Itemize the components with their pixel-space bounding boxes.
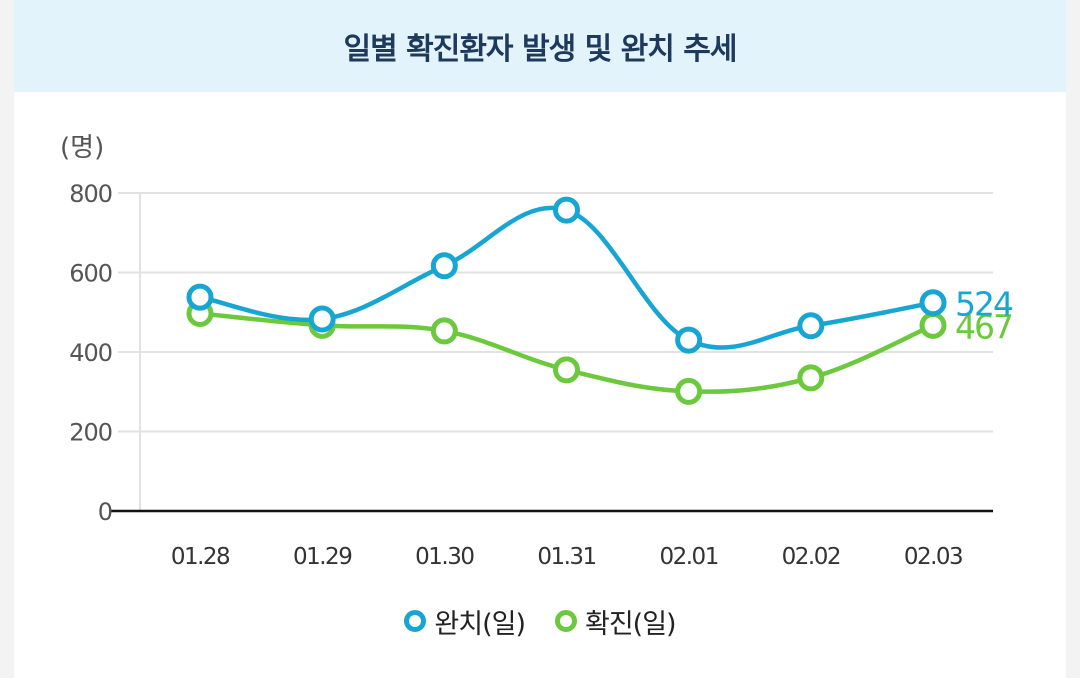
legend-label-cured: 완치(일) (434, 608, 526, 640)
y-tick-label: 800 (69, 180, 112, 208)
chart-card (14, 0, 1066, 678)
x-tick-label: 02.03 (904, 544, 962, 570)
x-tick-label: 01.31 (537, 544, 595, 570)
data-point-confirmed[interactable] (675, 377, 703, 405)
chart-title: 일별 확진환자 발생 및 완치 추세 (343, 32, 737, 67)
y-tick-label: 400 (69, 339, 112, 367)
data-point-cured[interactable] (186, 283, 214, 311)
x-tick-label: 01.28 (171, 544, 230, 570)
end-value-label-cured: 524 (955, 285, 1013, 324)
x-tick-label: 01.29 (293, 544, 352, 570)
legend-label-confirmed: 확진(일) (585, 608, 677, 640)
data-point-cured[interactable] (797, 312, 825, 340)
data-point-confirmed[interactable] (553, 356, 580, 384)
legend-item-confirmed[interactable]: 확진(일) (555, 602, 677, 641)
data-point-cured[interactable] (919, 289, 947, 317)
legend-swatch-confirmed (555, 610, 577, 632)
data-point-cured[interactable] (675, 326, 703, 354)
chart-header: 일별 확진환자 발생 및 완치 추세 (14, 0, 1066, 92)
data-point-cured[interactable] (553, 196, 580, 224)
y-tick-label: 600 (69, 260, 112, 288)
x-tick-label: 02.02 (782, 544, 840, 570)
y-tick-label: 0 (98, 498, 112, 526)
x-tick-label: 02.01 (659, 544, 717, 570)
data-point-confirmed[interactable] (919, 311, 947, 339)
x-tick-label: 01.30 (415, 544, 474, 570)
legend-item-cured[interactable]: 완치(일) (404, 602, 526, 641)
data-point-confirmed[interactable] (430, 317, 458, 345)
data-point-confirmed[interactable] (797, 364, 825, 392)
data-point-cured[interactable] (308, 305, 336, 333)
chart-legend: 완치(일) 확진(일) (0, 598, 1080, 644)
legend-swatch-cured (404, 610, 427, 632)
y-tick-label: 200 (69, 419, 112, 447)
y-axis-unit-label: (명) (60, 133, 104, 163)
end-value-label-confirmed: 467 (955, 307, 1012, 346)
data-point-cured[interactable] (430, 252, 458, 280)
